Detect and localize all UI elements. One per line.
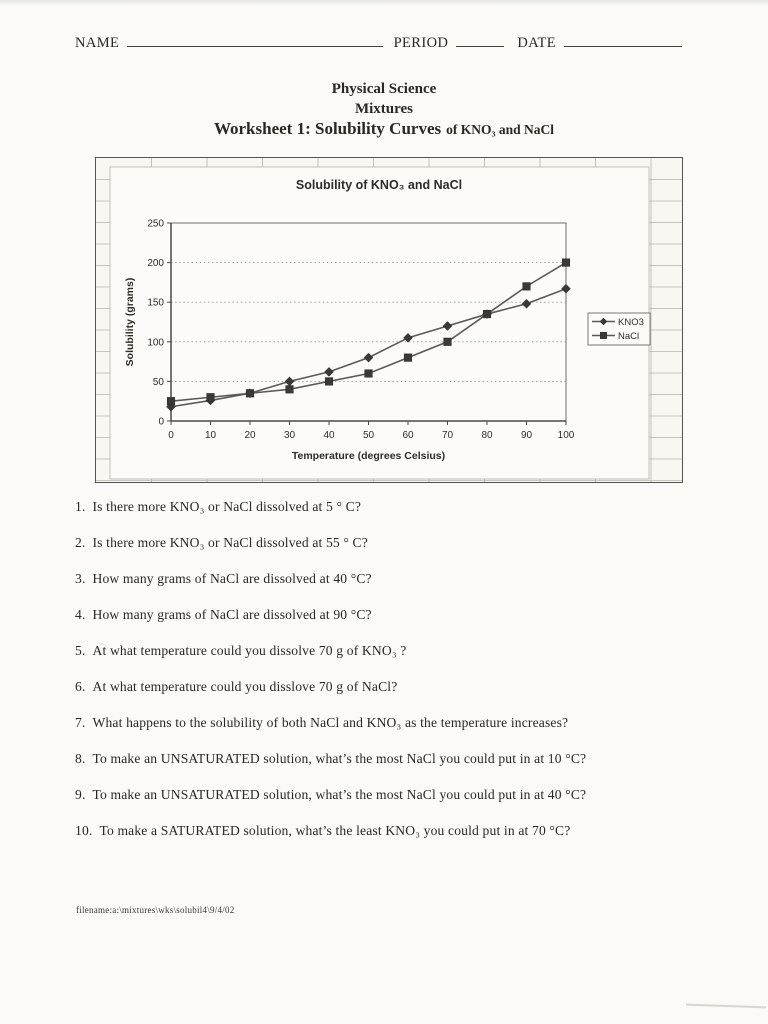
question-text: How many grams of NaCl are dissolved at … [92, 607, 372, 622]
x-tick-label: 30 [284, 430, 296, 441]
y-tick-label: 100 [147, 337, 164, 348]
question-item-2: 2. Is there more KNO₃ or NaCl dissolved a… [75, 532, 703, 553]
question-text: To make an UNSATURATED solution, what’s … [92, 751, 587, 766]
x-axis-title: Temperature (degrees Celsius) [292, 450, 445, 462]
question-item-1: 1. Is there more KNO₃ or NaCl dissolved a… [75, 496, 703, 517]
series-nacl [166, 258, 571, 406]
question-number: 4. [75, 607, 86, 622]
question-number: 8. [75, 751, 86, 766]
question-item-6: 6. At what temperature could you disslove… [75, 676, 703, 697]
question-number: 3. [75, 571, 86, 586]
square-marker [561, 258, 571, 267]
question-item-7: 7. What happens to the solubility of both… [75, 712, 703, 733]
square-marker [324, 377, 334, 386]
worksheet-title-line: Worksheet 1: Solubility Curves of KNO₃ an… [0, 119, 768, 140]
x-tick-label: 80 [481, 430, 493, 441]
square-marker [166, 397, 176, 406]
course-title: Physical Science [331, 81, 437, 97]
diamond-marker [521, 298, 532, 309]
period-blank-line [456, 33, 505, 47]
x-tick-label: 90 [521, 430, 533, 441]
question-number: 7. [75, 715, 86, 730]
x-tick-label: 20 [244, 430, 256, 441]
x-tick-label: 0 [168, 430, 174, 441]
question-item-8: 8. To make an UNSATURATED solution, what’… [75, 748, 703, 769]
worksheet-title-block: Physical Science Mixtures Worksheet 1: S… [0, 79, 768, 140]
name-blank-line [127, 33, 383, 47]
question-text: At what temperature could you disslove 7… [92, 679, 398, 694]
chart-area-background [109, 166, 650, 480]
y-tick-label: 0 [158, 417, 164, 428]
question-number: 2. [75, 535, 86, 550]
question-number: 1. [75, 499, 86, 514]
square-marker [206, 393, 215, 402]
square-marker [443, 337, 452, 346]
question-text: What happens to the solubility of both N… [92, 715, 569, 730]
x-tick-label: 100 [558, 430, 575, 441]
square-marker [245, 389, 255, 398]
diamond-marker [363, 352, 374, 363]
x-tick-label: 70 [442, 430, 454, 441]
legend-label-kno3: KNO3 [618, 317, 644, 328]
question-text: How many grams of NaCl are dissolved at … [92, 571, 372, 586]
square-marker [600, 332, 607, 339]
diamond-marker [442, 321, 453, 331]
scanner-edge-shadow [0, 0, 768, 6]
question-item-10: 10. To make a SATURATED solution, what’s … [75, 820, 703, 841]
name-period-date-row: NAME PERIOD DATE [75, 33, 682, 52]
square-marker [522, 282, 531, 291]
question-text: At what temperature could you dissolve 7… [92, 643, 407, 658]
solubility-chart-svg: Solubility of KNO₃ and NaCl0501001502002… [96, 158, 682, 482]
worksheet-title-main: Worksheet 1: Solubility Curves [213, 119, 442, 138]
square-marker [482, 310, 492, 319]
chart-legend: KNO3 NaCl [587, 312, 651, 346]
y-tick-label: 50 [153, 377, 165, 388]
x-tick-label: 50 [363, 430, 375, 441]
scanner-artifact-line [685, 1003, 767, 1009]
square-marker [285, 385, 294, 394]
diamond-marker [599, 317, 608, 326]
x-tick-label: 10 [205, 430, 217, 441]
worksheet-title-suffix: of KNO₃ and NaCl [446, 122, 555, 137]
question-item-4: 4. How many grams of NaCl are dissolved a… [75, 604, 703, 625]
question-text: Is there more KNO₃ or NaCl dissolved at … [92, 499, 362, 514]
y-axis-title: Solubility (grams) [124, 278, 136, 367]
legend-label-nacl: NaCl [618, 331, 639, 342]
questions-list: 1. Is there more KNO₃ or NaCl dissolved a… [75, 496, 703, 856]
x-tick-label: 40 [323, 430, 335, 441]
diamond-marker [561, 283, 571, 294]
question-text: To make an UNSATURATED solution, what’s … [92, 787, 587, 802]
question-text: To make a SATURATED solution, what’s the… [99, 823, 571, 838]
period-label: PERIOD [393, 35, 449, 51]
square-marker [403, 353, 413, 362]
y-tick-label: 200 [147, 258, 164, 269]
x-tick-label: 60 [402, 430, 414, 441]
diamond-marker [324, 367, 334, 377]
question-number: 10. [75, 823, 93, 838]
question-item-9: 9. To make an UNSATURATED solution, what’… [75, 784, 703, 805]
unit-title: Mixtures [354, 101, 414, 117]
name-label: NAME [75, 35, 120, 51]
question-item-3: 3. How many grams of NaCl are dissolved a… [75, 568, 703, 589]
date-label: DATE [517, 35, 556, 51]
question-item-5: 5. At what temperature could you dissolve… [75, 640, 703, 661]
solubility-chart: Solubility of KNO₃ and NaCl 0 50 100 150 200 2… [95, 157, 683, 483]
question-number: 9. [75, 787, 86, 802]
date-blank-line [564, 33, 682, 47]
legend-box [587, 312, 651, 346]
question-number: 5. [75, 643, 86, 658]
question-number: 6. [75, 679, 86, 694]
filename-footer: filename:a:\mixtures\wks\solubil4\9/4/02 [76, 905, 235, 915]
y-tick-label: 250 [147, 219, 164, 230]
y-tick-label: 150 [147, 298, 164, 309]
chart-title: Solubility of KNO₃ and NaCl [296, 178, 462, 192]
diamond-marker [403, 332, 413, 343]
question-text: Is there more KNO₃ or NaCl dissolved at … [92, 535, 368, 550]
square-marker [364, 369, 373, 378]
